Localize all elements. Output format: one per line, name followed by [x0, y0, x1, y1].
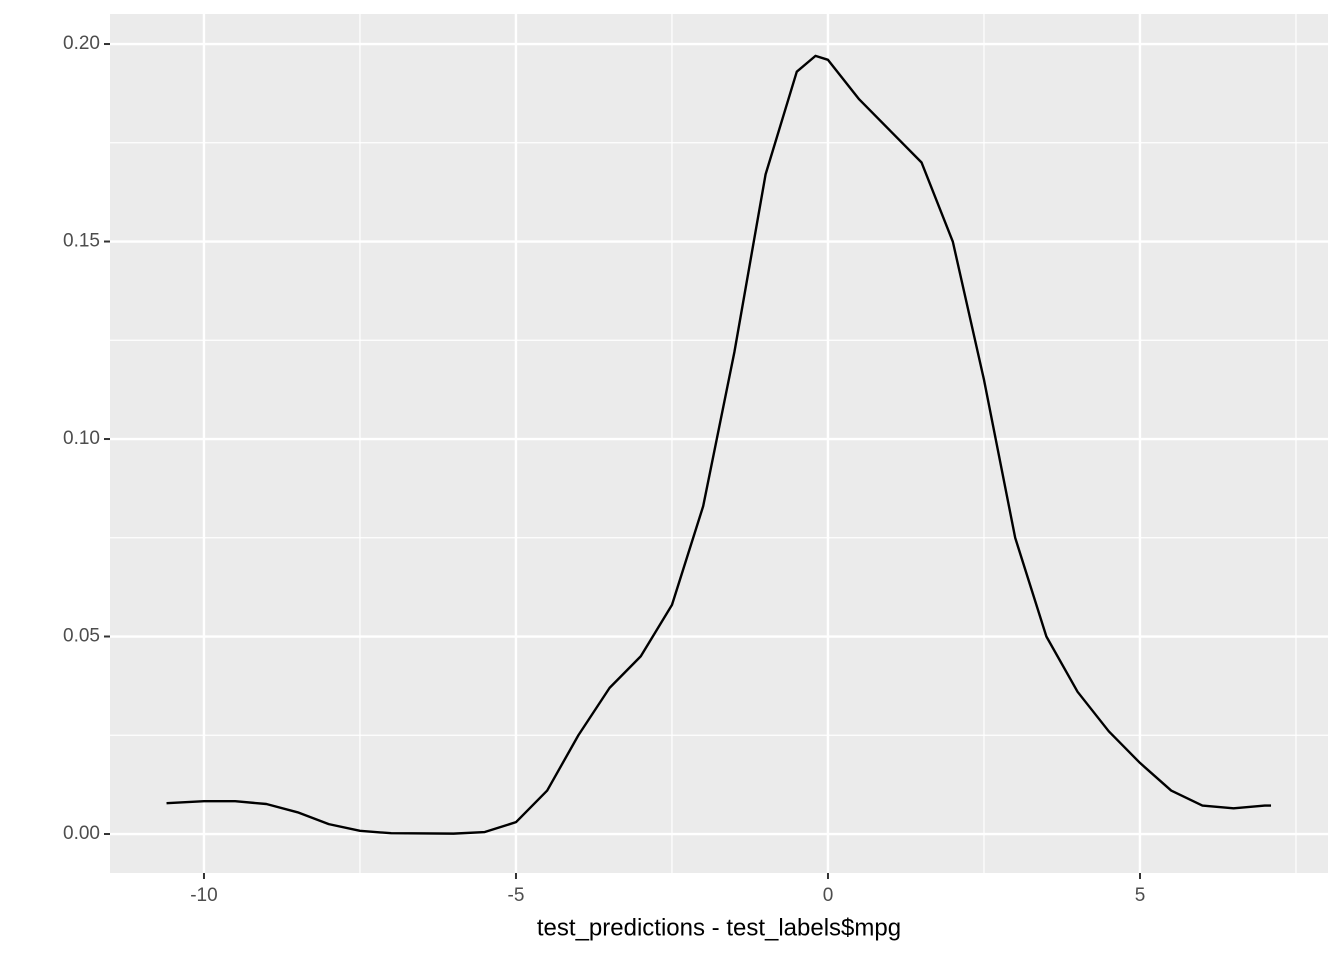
marks: [166, 54, 1272, 835]
y-tick-label: 0.05: [63, 626, 100, 647]
x-tick-label: -10: [190, 885, 217, 906]
x-tick-label: -5: [508, 885, 525, 906]
panel: [110, 14, 1328, 873]
density-line: [166, 54, 1272, 835]
x-axis-title: test_predictions - test_labels$mpg: [537, 914, 901, 941]
grid: [110, 14, 1328, 873]
y-tick-label: 0.15: [63, 231, 100, 252]
y-tick-label: 0.00: [63, 823, 100, 844]
y-tick-label: 0.20: [63, 33, 100, 54]
x-tick-label: 0: [823, 885, 834, 906]
x-tick-label: 5: [1135, 885, 1146, 906]
y-tick-label: 0.10: [63, 428, 100, 449]
